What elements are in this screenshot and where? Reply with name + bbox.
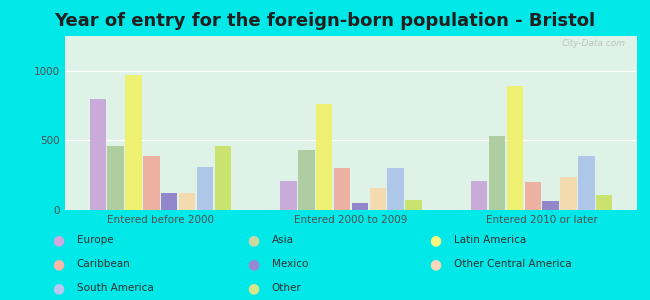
Text: ●: ● <box>247 233 259 247</box>
Bar <box>506 86 523 210</box>
Text: Other Central America: Other Central America <box>454 259 571 269</box>
Bar <box>387 168 404 210</box>
Bar <box>280 181 296 210</box>
Bar <box>143 156 160 210</box>
Text: Latin America: Latin America <box>454 235 526 245</box>
Bar <box>90 99 106 210</box>
Bar <box>370 188 386 210</box>
Text: ●: ● <box>52 281 64 295</box>
Text: Asia: Asia <box>272 235 294 245</box>
Bar <box>179 193 196 210</box>
Text: Other: Other <box>272 283 302 293</box>
Bar <box>525 182 541 210</box>
Bar <box>107 146 124 210</box>
Bar <box>197 167 213 210</box>
Text: ●: ● <box>247 281 259 295</box>
Text: ●: ● <box>429 233 441 247</box>
Bar <box>560 177 577 210</box>
Bar <box>125 75 142 210</box>
Text: Mexico: Mexico <box>272 259 308 269</box>
Bar <box>298 150 315 210</box>
Text: ●: ● <box>247 257 259 271</box>
Text: ●: ● <box>52 233 64 247</box>
Text: Europe: Europe <box>77 235 113 245</box>
Text: Year of entry for the foreign-born population - Bristol: Year of entry for the foreign-born popul… <box>55 12 595 30</box>
Bar <box>316 104 332 210</box>
Bar <box>352 203 368 210</box>
Bar <box>596 195 612 210</box>
Bar <box>542 201 559 210</box>
Bar <box>334 168 350 210</box>
Bar <box>489 136 505 210</box>
Text: South America: South America <box>77 283 153 293</box>
Bar <box>471 181 488 210</box>
Text: ●: ● <box>52 257 64 271</box>
Text: ●: ● <box>429 257 441 271</box>
Bar <box>406 200 422 210</box>
Text: Caribbean: Caribbean <box>77 259 131 269</box>
Bar <box>214 146 231 210</box>
Bar <box>161 193 177 210</box>
Bar <box>578 156 595 210</box>
Text: City-Data.com: City-Data.com <box>562 40 625 49</box>
